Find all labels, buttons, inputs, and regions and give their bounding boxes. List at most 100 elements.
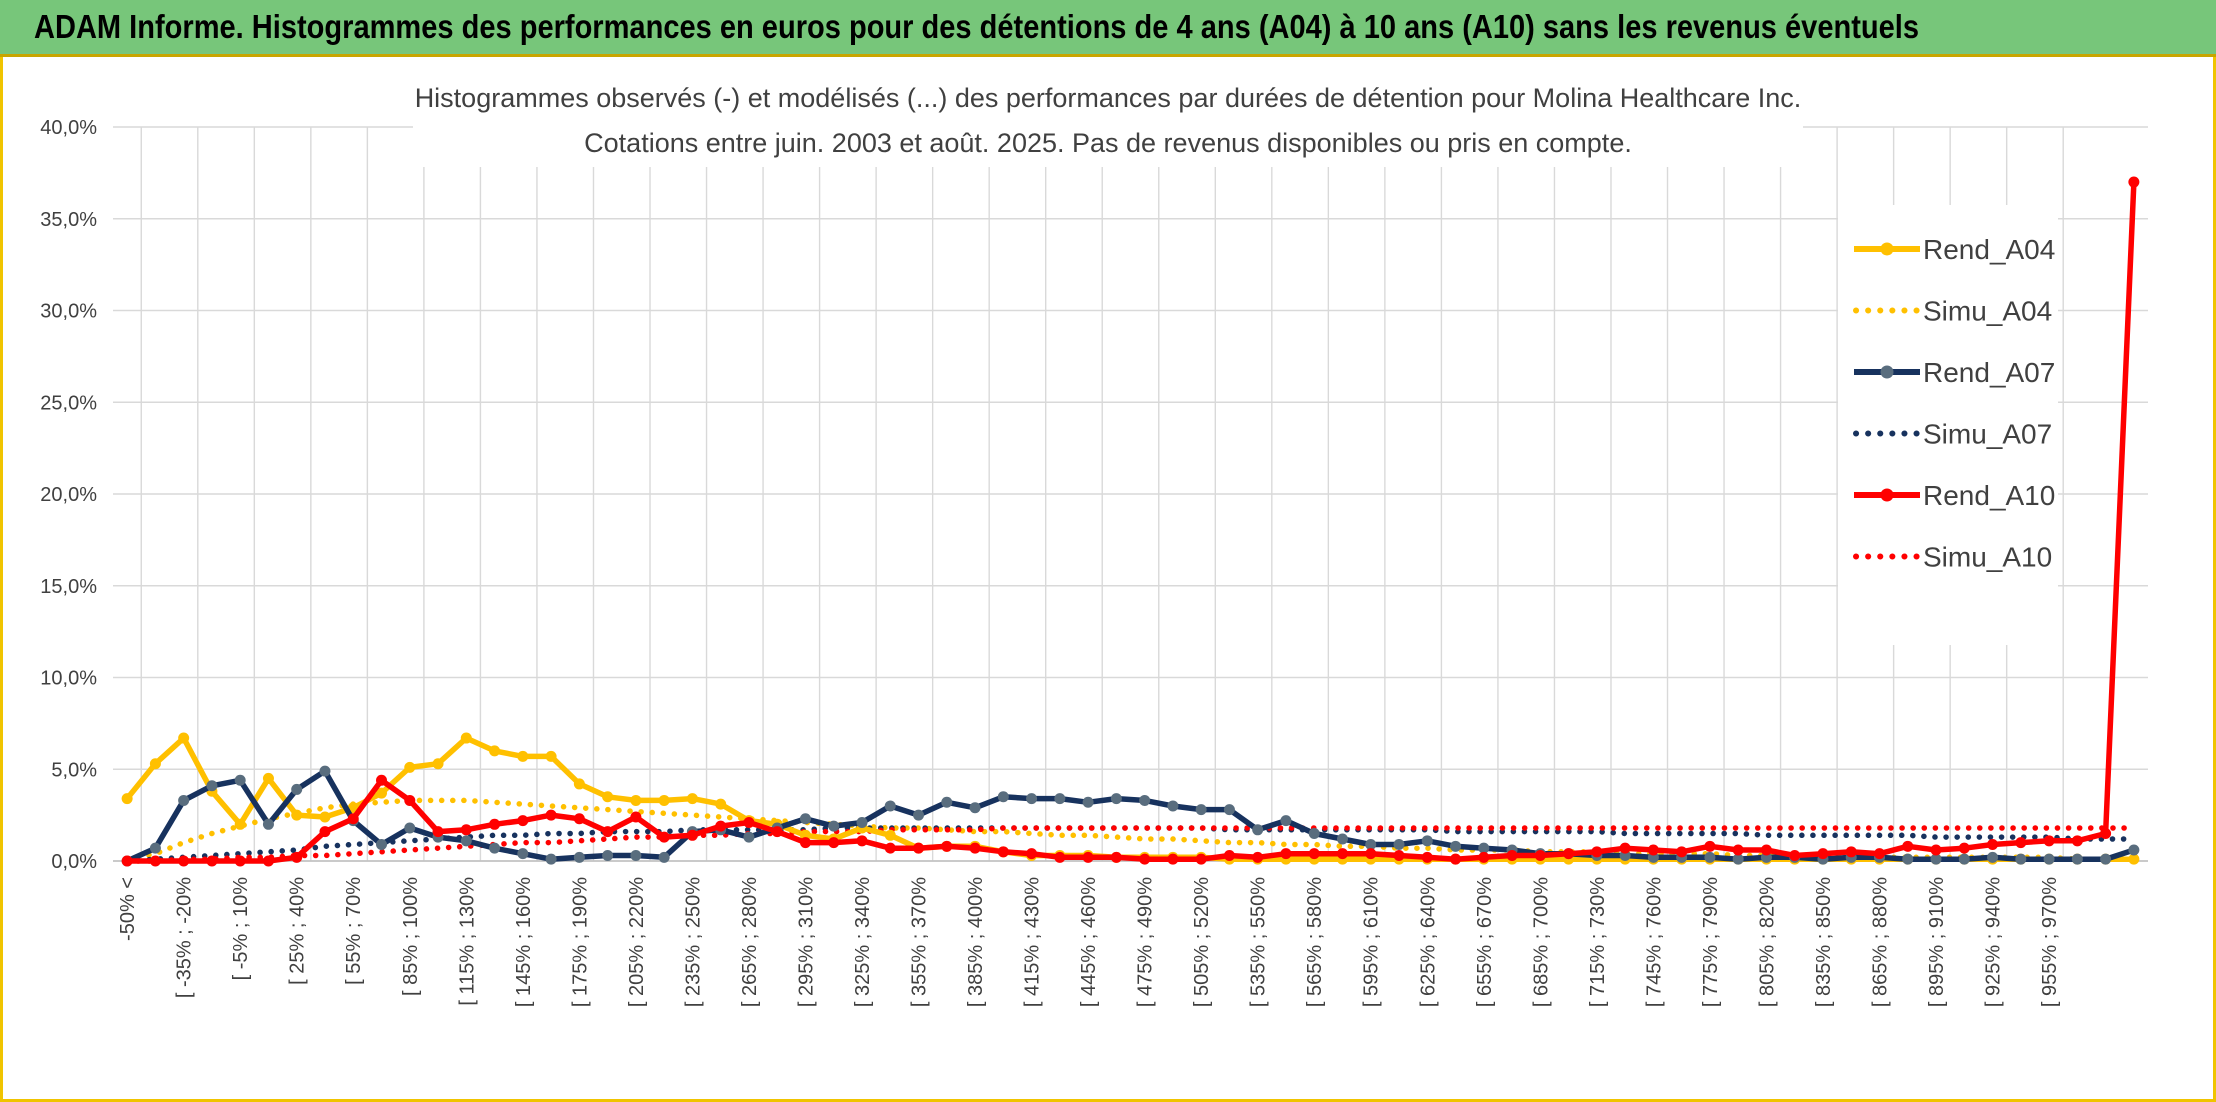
point-rend-a10 [149, 855, 161, 867]
x-tick-label: [ 445% ; 460% [1078, 877, 1100, 1007]
point-rend-a10 [376, 774, 388, 786]
point-rend-a07 [376, 838, 388, 850]
point-rend-a10 [1110, 851, 1122, 863]
x-tick-label: [ 595% ; 610% [1361, 877, 1383, 1007]
point-rend-a10 [121, 855, 133, 867]
point-rend-a10 [1817, 848, 1829, 860]
point-rend-a04 [489, 745, 501, 757]
point-rend-a04 [573, 778, 585, 790]
x-tick-label: [ 685% ; 700% [1530, 877, 1552, 1007]
point-rend-a10 [1930, 844, 1942, 856]
point-rend-a10 [517, 815, 529, 827]
point-rend-a10 [1478, 851, 1490, 863]
x-tick-label: [ 655% ; 670% [1474, 877, 1496, 1007]
point-rend-a10 [1647, 844, 1659, 856]
x-tick-label: [ 145% ; 160% [513, 877, 535, 1007]
legend: Rend_A04 Simu_A04 Rend_A07 Simu_A07 Rend_A10… [1838, 205, 2058, 645]
x-tick-label: [ 925% ; 940% [1983, 877, 2005, 1007]
point-rend-a10 [1336, 848, 1348, 860]
point-rend-a10 [1167, 853, 1179, 865]
legend-label-simu-a04: Simu_A04 [1923, 296, 2052, 327]
x-tick-label: [ 565% ; 580% [1304, 877, 1326, 1007]
point-rend-a04 [2128, 853, 2140, 865]
x-tick-label: [ 385% ; 400% [965, 877, 987, 1007]
point-rend-a04 [121, 793, 133, 805]
x-tick-label: [ 865% ; 880% [1869, 877, 1891, 1007]
x-tick-label: [ 415% ; 430% [1022, 877, 1044, 1007]
point-rend-a07 [545, 853, 557, 865]
point-rend-a10 [1252, 851, 1264, 863]
point-rend-a07 [1026, 793, 1038, 805]
point-rend-a07 [2015, 853, 2027, 865]
point-rend-a10 [1139, 853, 1151, 865]
point-rend-a07 [997, 791, 1009, 803]
point-rend-a04 [149, 758, 161, 770]
point-rend-a10 [856, 835, 868, 847]
point-rend-a10 [1873, 848, 1885, 860]
point-rend-a07 [1252, 824, 1264, 836]
point-rend-a10 [1421, 851, 1433, 863]
y-tick-label: 15,0% [40, 576, 97, 598]
legend-label-simu-a10: Simu_A10 [1923, 542, 2052, 573]
x-tick-label: [ 835% ; 850% [1813, 877, 1835, 1007]
x-tick-label: [ 175% ; 190% [569, 877, 591, 1007]
point-rend-a07 [1167, 800, 1179, 812]
point-rend-a04 [178, 732, 190, 744]
point-rend-a07 [828, 820, 840, 832]
point-rend-a04 [658, 794, 670, 806]
point-rend-a07 [1054, 793, 1066, 805]
y-tick-label: 0,0% [51, 851, 97, 873]
x-tick-label: [ 775% ; 790% [1700, 877, 1722, 1007]
point-rend-a07 [913, 809, 925, 821]
point-rend-a07 [1280, 815, 1292, 827]
point-rend-a10 [404, 794, 416, 806]
point-rend-a10 [1223, 849, 1235, 861]
point-rend-a07 [489, 842, 501, 854]
point-rend-a10 [1054, 851, 1066, 863]
chart-title-background [413, 77, 1803, 167]
point-rend-a07 [1195, 804, 1207, 816]
point-rend-a07 [319, 765, 331, 777]
point-rend-a10 [828, 837, 840, 849]
x-tick-label: -50% < [117, 877, 139, 941]
point-rend-a07 [206, 780, 218, 792]
point-rend-a10 [1704, 840, 1716, 852]
legend-label-rend-a04: Rend_A04 [1923, 234, 2055, 265]
point-rend-a10 [262, 855, 274, 867]
x-tick-label: [ 325% ; 340% [852, 877, 874, 1007]
legend-label-rend-a07: Rend_A07 [1923, 357, 2055, 388]
x-tick-label: [ 895% ; 910% [1926, 877, 1948, 1007]
series-simu-a10 [124, 825, 2137, 864]
point-rend-a07 [262, 818, 274, 830]
point-rend-a07 [1450, 840, 1462, 852]
point-rend-a10 [2015, 837, 2027, 849]
point-rend-a07 [630, 849, 642, 861]
point-rend-a10 [1619, 842, 1631, 854]
x-tick-label: [ 115% ; 130% [456, 877, 478, 1006]
x-tick-label: [ 265% ; 280% [739, 877, 761, 1007]
point-rend-a07 [1365, 838, 1377, 850]
point-rend-a07 [2071, 853, 2083, 865]
point-rend-a10 [1365, 848, 1377, 860]
point-rend-a10 [743, 816, 755, 828]
series-lines [121, 176, 2140, 867]
point-rend-a07 [1478, 842, 1490, 854]
point-rend-a10 [2100, 827, 2112, 839]
point-rend-a07 [178, 794, 190, 806]
point-rend-a04 [234, 818, 246, 830]
point-rend-a07 [799, 813, 811, 825]
point-rend-a07 [1987, 851, 1999, 863]
point-rend-a04 [460, 732, 472, 744]
point-rend-a07 [2128, 844, 2140, 856]
point-rend-a10 [2043, 835, 2055, 847]
point-rend-a07 [941, 796, 953, 808]
point-rend-a04 [517, 750, 529, 762]
point-rend-a07 [969, 802, 981, 814]
point-rend-a10 [1506, 849, 1518, 861]
y-tick-label: 40,0% [40, 117, 97, 139]
point-rend-a10 [206, 855, 218, 867]
point-rend-a10 [884, 842, 896, 854]
point-rend-a10 [969, 842, 981, 854]
point-rend-a07 [1902, 853, 1914, 865]
x-tick-label: [ 805% ; 820% [1756, 877, 1778, 1007]
